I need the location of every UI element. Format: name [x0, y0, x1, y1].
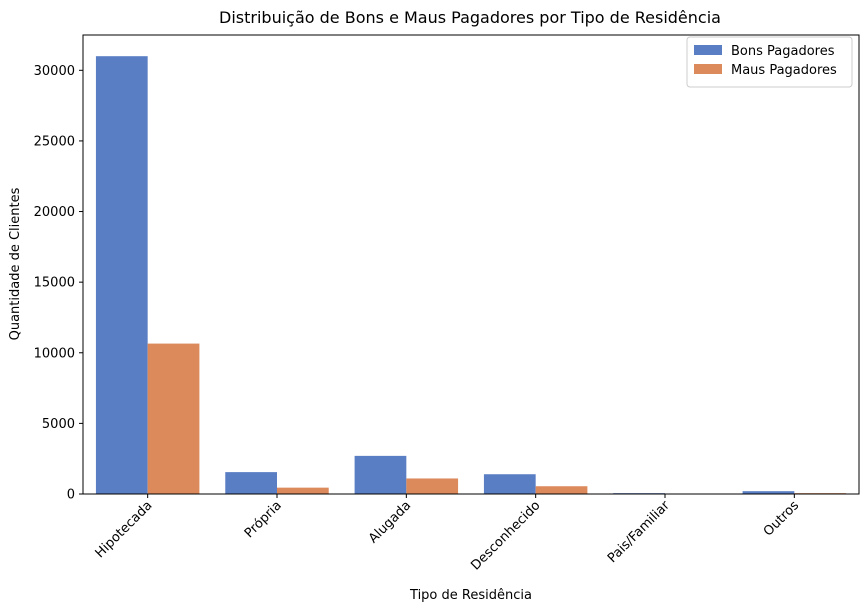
- y-tick-label: 10000: [34, 346, 75, 361]
- x-tick-label: Hipotecada: [93, 498, 156, 561]
- x-tick-label: Outros: [761, 498, 802, 539]
- x-axis-label: Tipo de Residência: [409, 588, 532, 603]
- y-tick-label: 30000: [34, 64, 75, 79]
- bar-bons-5: [742, 491, 795, 494]
- x-tick-label: Própria: [242, 498, 285, 541]
- legend-label-0: Bons Pagadores: [731, 44, 835, 59]
- y-tick-label: 5000: [42, 417, 75, 432]
- x-tick-label: Pais/Familiar: [605, 498, 673, 566]
- bar-bons-1: [225, 472, 277, 494]
- bar-maus-2: [406, 478, 459, 494]
- bar-maus-0: [147, 343, 200, 494]
- bar-bons-0: [95, 56, 148, 494]
- bar-maus-1: [277, 487, 329, 494]
- y-tick-label: 0: [67, 488, 75, 503]
- y-tick-label: 20000: [34, 205, 75, 220]
- bar-bons-2: [354, 455, 407, 494]
- plot-area: 0 5000 10000 15000 20000 25000 30000 Hipotecada…: [34, 56, 847, 573]
- chart-title: Distribuição de Bons e Maus Pagadores po…: [219, 8, 721, 27]
- y-axis-label: Quantidade de Clientes: [8, 187, 23, 340]
- legend-swatch-1: [694, 64, 722, 74]
- legend-swatch-0: [694, 45, 722, 55]
- bar-bons-3: [483, 474, 536, 494]
- legend-label-1: Maus Pagadores: [731, 63, 837, 78]
- y-tick-label: 25000: [34, 134, 75, 149]
- y-tick-label: 15000: [34, 276, 75, 291]
- x-tick-label: Alugada: [366, 498, 414, 546]
- legend-box: [686, 36, 853, 88]
- plot-frame: [82, 34, 860, 495]
- bar-maus-3: [535, 486, 588, 494]
- x-tick-label: Desconhecido: [468, 498, 543, 573]
- legend: Bons Pagadores Maus Pagadores: [686, 36, 853, 88]
